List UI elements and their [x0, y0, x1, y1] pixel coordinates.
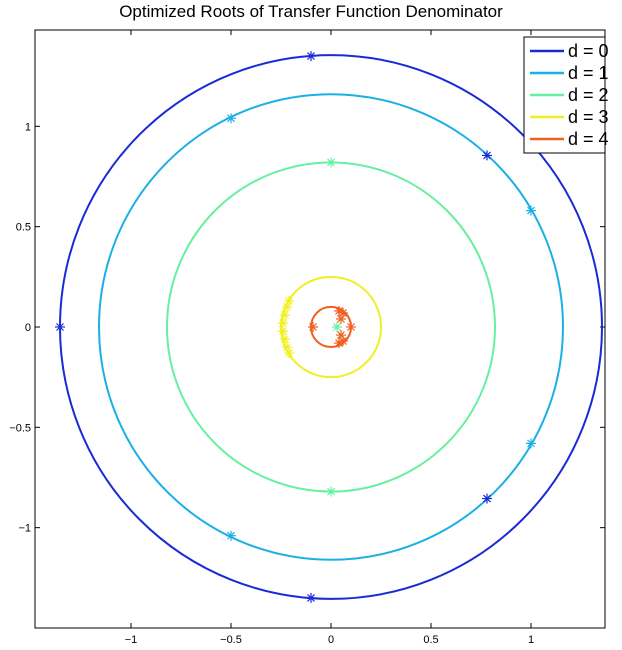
y-tick-label: −1	[18, 523, 31, 535]
root-marker	[282, 301, 292, 312]
root-marker	[55, 321, 65, 332]
plot-area	[34, 29, 606, 629]
legend-label: d = 4	[568, 129, 609, 149]
root-marker	[336, 330, 346, 341]
x-tick-label: 1	[528, 634, 534, 646]
root-marker	[526, 438, 536, 449]
root-marker	[280, 309, 290, 320]
root-marker	[226, 113, 236, 124]
y-tick-label: −0.5	[9, 422, 31, 434]
root-marker	[334, 305, 344, 316]
x-tick-label: −1	[125, 634, 138, 646]
root-marker	[482, 493, 492, 504]
x-tick-label: −0.5	[220, 634, 242, 646]
root-marker	[332, 321, 342, 332]
root-marker	[526, 205, 536, 216]
y-tick-label: 0.5	[16, 222, 31, 234]
root-marker	[278, 326, 288, 337]
root-marker	[338, 307, 348, 318]
x-tick-label: 0	[328, 634, 334, 646]
legend-label: d = 1	[568, 63, 609, 83]
legend-label: d = 2	[568, 85, 609, 105]
root-marker	[306, 592, 316, 603]
y-tick-label: 0	[25, 322, 31, 334]
root-marker	[308, 321, 318, 332]
legend-label: d = 3	[568, 107, 609, 127]
root-marker	[306, 51, 316, 62]
x-tick-label: 0.5	[423, 634, 438, 646]
root-marker	[284, 348, 294, 359]
root-marker	[336, 313, 346, 324]
data-layer	[55, 51, 603, 603]
root-marker	[278, 317, 288, 328]
root-marker	[482, 150, 492, 161]
root-marker	[326, 157, 336, 168]
root-marker	[326, 486, 336, 497]
series-circle	[280, 275, 382, 379]
root-marker	[280, 334, 290, 345]
legend-label: d = 0	[568, 41, 609, 61]
chart-title: Optimized Roots of Transfer Function Den…	[119, 2, 503, 21]
series-circle	[98, 93, 564, 561]
root-marker	[346, 321, 356, 332]
root-marker	[226, 530, 236, 541]
y-tick-label: 1	[25, 121, 31, 133]
